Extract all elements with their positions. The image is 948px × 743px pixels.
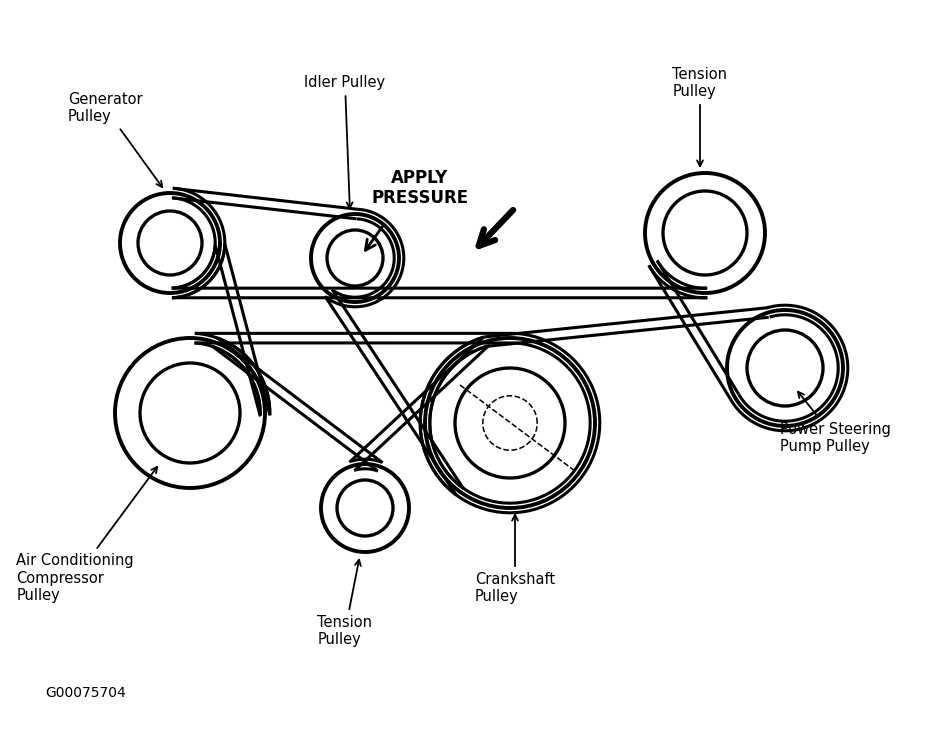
Text: Tension
Pulley: Tension Pulley (672, 67, 727, 166)
Text: Crankshaft
Pulley: Crankshaft Pulley (475, 515, 556, 604)
Text: APPLY
PRESSURE: APPLY PRESSURE (372, 169, 468, 207)
Text: Power Steering
Pump Pulley: Power Steering Pump Pulley (779, 392, 890, 454)
Text: Idler Pulley: Idler Pulley (304, 76, 386, 208)
Text: G00075704: G00075704 (45, 686, 126, 700)
Text: Generator
Pulley: Generator Pulley (67, 92, 162, 187)
Text: Tension
Pulley: Tension Pulley (318, 559, 373, 647)
Text: Air Conditioning
Compressor
Pulley: Air Conditioning Compressor Pulley (16, 467, 157, 603)
